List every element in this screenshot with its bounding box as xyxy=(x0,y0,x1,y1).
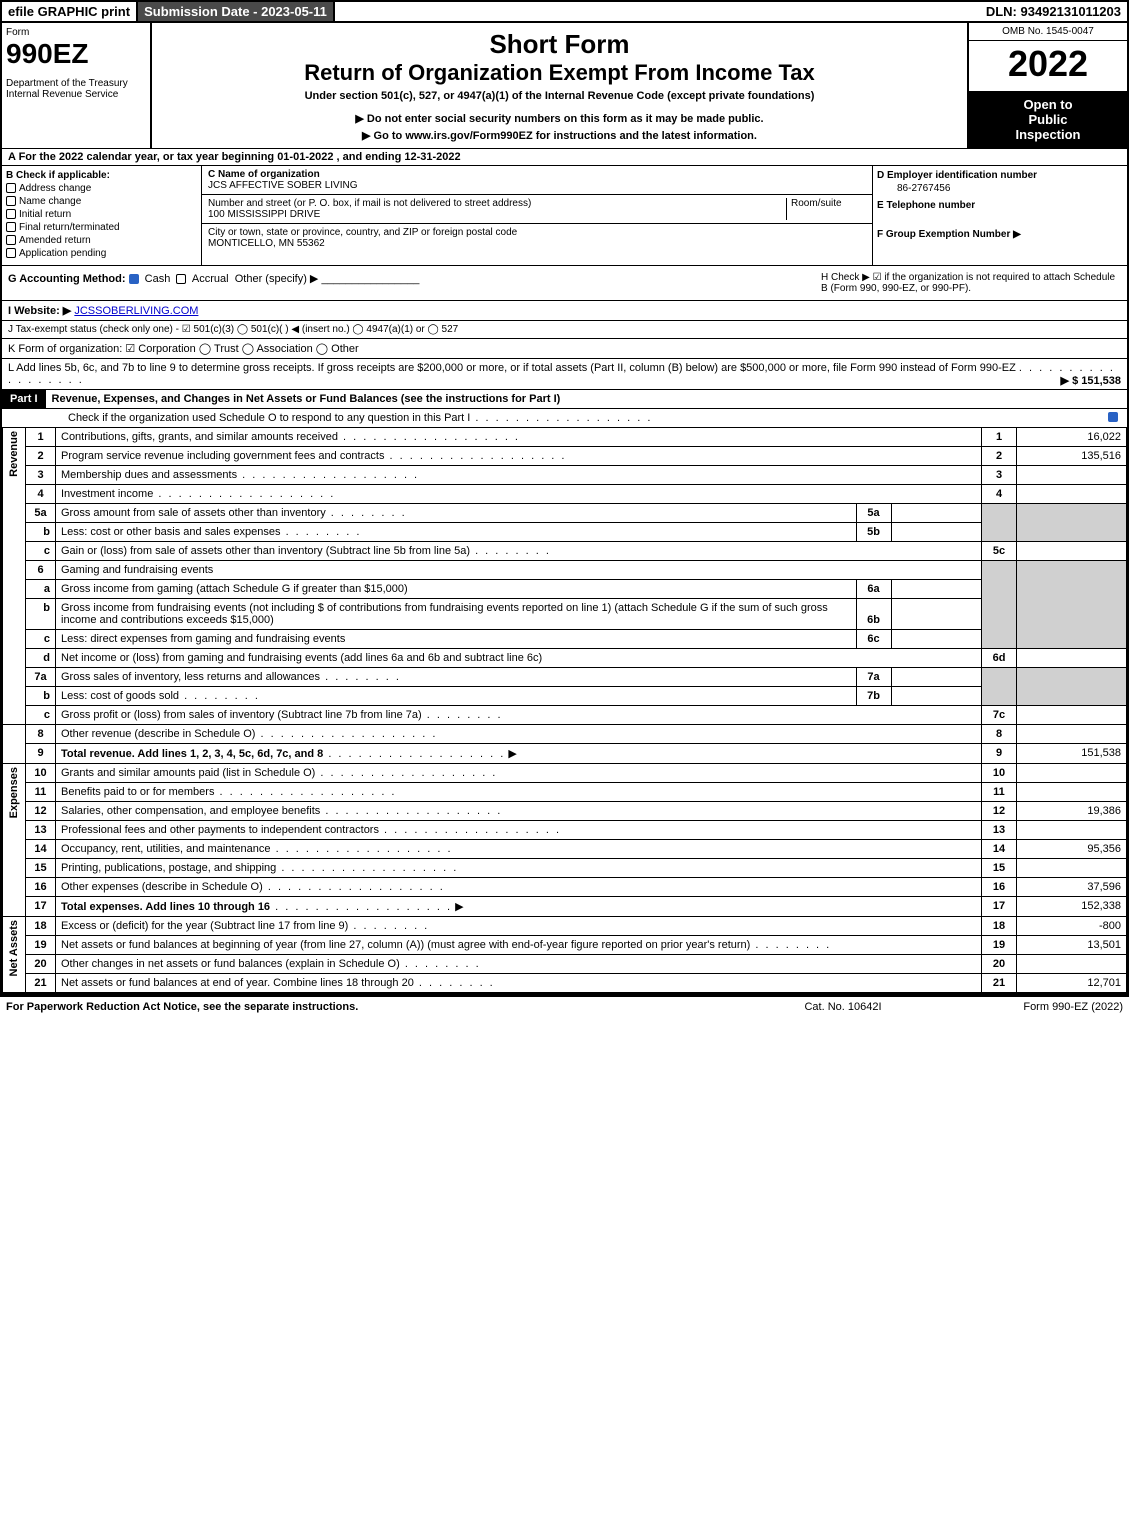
irs-label: Internal Revenue Service xyxy=(6,89,146,100)
chk-amended[interactable] xyxy=(6,235,16,245)
section-h: H Check ▶ ☑ if the organization is not r… xyxy=(821,272,1121,294)
section-c: C Name of organization JCS AFFECTIVE SOB… xyxy=(202,166,872,265)
cat-no: Cat. No. 10642I xyxy=(743,1001,943,1013)
line-16-val: 37,596 xyxy=(1017,878,1127,897)
chk-address[interactable] xyxy=(6,183,16,193)
e-tel-label: E Telephone number xyxy=(877,200,1123,211)
line-9-val: 151,538 xyxy=(1017,744,1127,764)
website-link[interactable]: JCSSOBERLIVING.COM xyxy=(74,305,198,317)
org-city: MONTICELLO, MN 55362 xyxy=(208,238,866,249)
c-name-label: C Name of organization xyxy=(208,169,866,180)
tax-year: 2022 xyxy=(969,41,1127,87)
room-suite-label: Room/suite xyxy=(786,198,866,220)
line-18-val: -800 xyxy=(1017,917,1127,936)
g-accounting-label: G Accounting Method: xyxy=(8,273,126,285)
chk-initial[interactable] xyxy=(6,209,16,219)
form-body: Form 990EZ Department of the Treasury In… xyxy=(0,23,1129,995)
dln: DLN: 93492131011203 xyxy=(980,2,1127,21)
top-bar: efile GRAPHIC print Submission Date - 20… xyxy=(0,0,1129,23)
form-ref: Form 990-EZ (2022) xyxy=(943,1001,1123,1013)
under-section: Under section 501(c), 527, or 4947(a)(1)… xyxy=(162,90,957,102)
chk-final[interactable] xyxy=(6,222,16,232)
side-revenue: Revenue xyxy=(3,428,26,725)
b-header: B Check if applicable: xyxy=(6,170,197,181)
part-1-label: Part I xyxy=(2,390,46,408)
omb-number: OMB No. 1545-0047 xyxy=(969,23,1127,41)
title-main: Return of Organization Exempt From Incom… xyxy=(162,60,957,86)
open-to-public: Open toPublicInspection xyxy=(969,91,1127,148)
section-def: D Employer identification number 86-2767… xyxy=(872,166,1127,265)
chk-pending[interactable] xyxy=(6,248,16,258)
ssn-warning: ▶ Do not enter social security numbers o… xyxy=(162,112,957,125)
form-label: Form xyxy=(6,27,146,38)
goto-link[interactable]: ▶ Go to www.irs.gov/Form990EZ for instru… xyxy=(162,129,957,142)
side-net-assets: Net Assets xyxy=(3,917,26,993)
section-gh: G Accounting Method: Cash Accrual Other … xyxy=(2,265,1127,300)
line-21-val: 12,701 xyxy=(1017,974,1127,993)
revenue-table: Revenue 1Contributions, gifts, grants, a… xyxy=(2,427,1127,993)
dept-treasury: Department of the Treasury xyxy=(6,78,146,89)
c-city-label: City or town, state or province, country… xyxy=(208,227,866,238)
line-14-val: 95,356 xyxy=(1017,840,1127,859)
section-bcd: B Check if applicable: Address change Na… xyxy=(2,165,1127,265)
org-name: JCS AFFECTIVE SOBER LIVING xyxy=(208,180,866,191)
line-19-val: 13,501 xyxy=(1017,936,1127,955)
page-footer: For Paperwork Reduction Act Notice, see … xyxy=(0,995,1129,1017)
paperwork-notice: For Paperwork Reduction Act Notice, see … xyxy=(6,1001,743,1013)
line-17-val: 152,338 xyxy=(1017,897,1127,917)
line-1-val: 16,022 xyxy=(1017,428,1127,447)
form-number: 990EZ xyxy=(6,38,146,70)
chk-accrual[interactable] xyxy=(176,274,186,284)
section-j: J Tax-exempt status (check only one) - ☑… xyxy=(2,320,1127,338)
efile-print[interactable]: efile GRAPHIC print xyxy=(2,2,138,21)
f-group-label: F Group Exemption Number ▶ xyxy=(877,229,1123,240)
section-a-tax-year: A For the 2022 calendar year, or tax yea… xyxy=(2,148,1127,165)
part-1-check: Check if the organization used Schedule … xyxy=(2,408,1127,427)
line-12-val: 19,386 xyxy=(1017,802,1127,821)
chk-name[interactable] xyxy=(6,196,16,206)
title-short-form: Short Form xyxy=(162,29,957,60)
side-expenses: Expenses xyxy=(3,764,26,917)
c-street-label: Number and street (or P. O. box, if mail… xyxy=(208,198,786,209)
org-street: 100 MISSISSIPPI DRIVE xyxy=(208,209,786,220)
line-2-val: 135,516 xyxy=(1017,447,1127,466)
section-k: K Form of organization: ☑ Corporation ◯ … xyxy=(2,338,1127,358)
form-header: Form 990EZ Department of the Treasury In… xyxy=(2,23,1127,148)
gross-receipts: ▶ $ 151,538 xyxy=(1061,374,1121,387)
section-l: L Add lines 5b, 6c, and 7b to line 9 to … xyxy=(2,358,1127,389)
part-1-header: Part I Revenue, Expenses, and Changes in… xyxy=(2,389,1127,408)
chk-cash[interactable] xyxy=(129,274,139,284)
d-ein-label: D Employer identification number xyxy=(877,170,1123,181)
submission-date: Submission Date - 2023-05-11 xyxy=(138,2,335,21)
ein-value: 86-2767456 xyxy=(897,183,1123,194)
section-i: I Website: ▶ JCSSOBERLIVING.COM xyxy=(2,300,1127,320)
chk-schedule-o[interactable] xyxy=(1108,412,1118,422)
section-b: B Check if applicable: Address change Na… xyxy=(2,166,202,265)
part-1-title: Revenue, Expenses, and Changes in Net As… xyxy=(46,390,1127,408)
